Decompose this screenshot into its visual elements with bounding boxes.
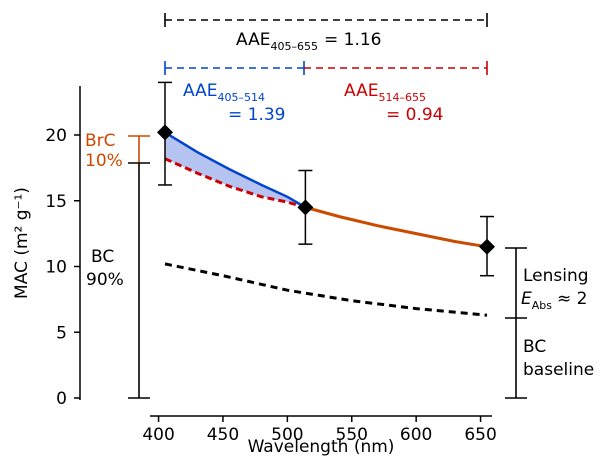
e-abs-label: EAbs ≈ 2 — [521, 289, 587, 312]
aae-blue-value: = 1.39 — [228, 105, 286, 125]
x-ticks: 400 450 500 550 600 650 — [142, 416, 497, 445]
aae-red-value: = 0.94 — [386, 105, 444, 125]
series-lines — [164, 131, 488, 317]
e-abs-subscript: Abs — [532, 299, 553, 312]
aae-blue-subscript: 405–514 — [217, 91, 265, 104]
total-mac-orange-line — [305, 205, 488, 249]
data-markers — [157, 124, 495, 255]
total-mac-blue-line — [164, 131, 307, 209]
brc-bracket — [128, 135, 150, 163]
bc-baseline-line — [164, 262, 488, 317]
bc-lensed-line — [164, 157, 306, 209]
x-tick-label: 450 — [207, 425, 239, 445]
x-tick-label: 600 — [400, 425, 432, 445]
y-ticks: 0 5 10 15 20 — [45, 126, 80, 409]
brc-percent: 10% — [85, 151, 123, 171]
y-tick-label: 5 — [56, 323, 67, 343]
y-tick-label: 0 — [56, 389, 67, 409]
baseline-bc-label: BC — [523, 337, 546, 357]
x-tick-label: 400 — [142, 425, 174, 445]
data-point-marker — [479, 238, 495, 255]
aae-blue-label: AAE405–514 — [183, 81, 265, 104]
bc-bracket — [128, 162, 150, 399]
x-tick-label: 550 — [336, 425, 368, 445]
aae-red-subscript: 514–655 — [378, 91, 426, 104]
data-point-marker — [157, 124, 173, 141]
y-tick-label: 20 — [45, 126, 67, 146]
lensing-label: Lensing — [523, 266, 589, 286]
aae-blue-bracket — [164, 61, 305, 75]
baseline-label: baseline — [523, 360, 594, 380]
x-tick-label: 650 — [464, 425, 496, 445]
y-tick-label: 10 — [45, 258, 67, 278]
bc-label: BC — [91, 247, 114, 267]
aae-total-bracket — [164, 13, 488, 27]
x-tick-label: 500 — [271, 425, 303, 445]
y-tick-label: 15 — [45, 192, 67, 212]
bc-percent: 90% — [86, 270, 124, 290]
y-axis-title: MAC (m² g⁻¹) — [12, 187, 32, 299]
brc-label: BrC — [85, 131, 116, 151]
aae-red-label: AAE514–655 — [344, 81, 426, 104]
aae-red-bracket — [304, 61, 488, 75]
aae-total-subscript: 405–655 — [270, 40, 318, 53]
x-axis-title: Wavelength (nm) — [248, 437, 395, 457]
baseline-bracket — [505, 318, 527, 399]
aae-total-label: AAE405–655 = 1.16 — [236, 30, 381, 53]
data-point-marker — [297, 199, 314, 216]
